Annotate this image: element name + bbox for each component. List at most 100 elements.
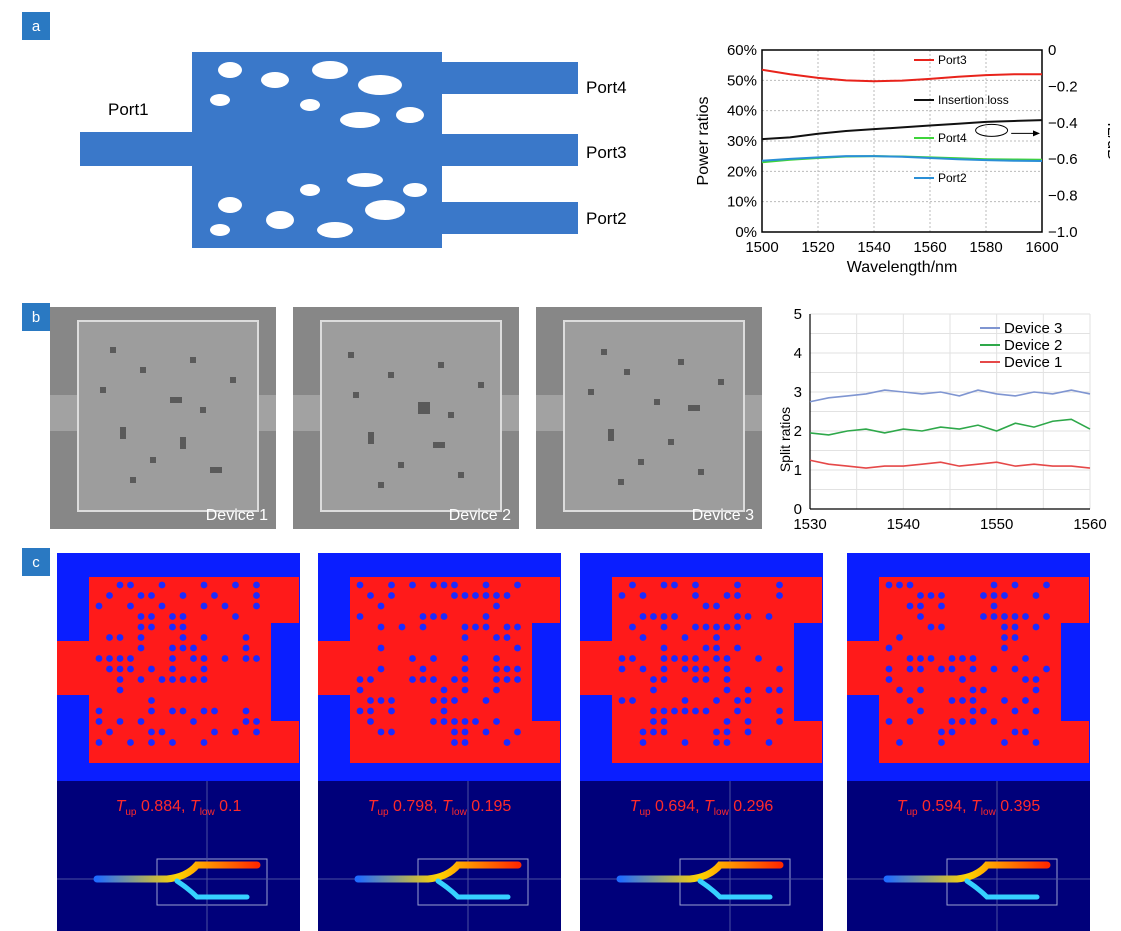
- y-tick-label: 4: [794, 345, 802, 362]
- hole: [692, 676, 699, 683]
- hole: [409, 676, 416, 683]
- hole: [702, 644, 710, 652]
- hole: [253, 655, 260, 662]
- hole: [377, 728, 385, 736]
- x-tick-label: 1540: [857, 239, 890, 256]
- hole: [461, 592, 469, 599]
- hole: [1022, 728, 1029, 736]
- hole: [356, 707, 364, 715]
- hole: [681, 697, 689, 704]
- hole: [356, 581, 364, 589]
- hole: [660, 728, 668, 736]
- hole: [367, 718, 374, 725]
- hole: [461, 655, 469, 662]
- design-region: [879, 577, 1089, 763]
- hole: [137, 634, 145, 641]
- hole: [948, 728, 956, 736]
- hole: [419, 665, 427, 673]
- hole: [723, 592, 731, 599]
- hole: [242, 655, 250, 662]
- hole: [127, 655, 134, 662]
- sem-device-2-label: Device 2: [448, 507, 511, 524]
- hole: [948, 697, 956, 704]
- hole: [906, 718, 914, 725]
- hole: [232, 613, 239, 620]
- hole: [169, 655, 176, 662]
- hole: [377, 602, 385, 610]
- upper-beam: [883, 861, 1051, 883]
- design-region: [89, 577, 299, 763]
- hole: [938, 592, 945, 599]
- hole: [980, 707, 987, 715]
- sim-1-field-svg: [57, 781, 300, 931]
- hole: [514, 581, 521, 589]
- hole: [430, 697, 437, 704]
- hole: [127, 602, 134, 610]
- hole: [660, 665, 668, 673]
- hole: [948, 665, 956, 673]
- hole: [660, 644, 668, 652]
- hole: [242, 634, 250, 641]
- hole: [734, 581, 741, 589]
- y-tick-label: 40%: [727, 103, 757, 120]
- hole: [723, 686, 731, 694]
- hole: [137, 676, 145, 683]
- hole: [461, 634, 469, 641]
- y2-tick-label: −0.4: [1048, 115, 1078, 132]
- hole: [179, 707, 187, 715]
- y-tick-label: 0%: [735, 224, 757, 241]
- hole: [253, 728, 260, 736]
- hole: [127, 739, 134, 746]
- hole: [660, 707, 668, 715]
- hole: [927, 592, 935, 599]
- hole: [503, 665, 511, 673]
- port1-waveguide: [80, 132, 198, 166]
- port4-label: Port4: [586, 78, 627, 97]
- hole: [948, 718, 956, 725]
- hole: [169, 707, 176, 715]
- hole: [990, 665, 998, 673]
- hole: [200, 739, 208, 746]
- power-ratio-chart: 1500 1520 1540 1560 1580 1600 0% 10% 20% 30% 40% 50…: [695, 42, 1110, 276]
- hole: [169, 644, 176, 652]
- hole: [211, 728, 218, 736]
- x-tick-label: 1580: [969, 239, 1002, 256]
- hole: [1001, 739, 1008, 746]
- hole: [681, 739, 689, 746]
- hole: [95, 739, 103, 746]
- hole: [242, 718, 250, 725]
- hole: [629, 623, 636, 631]
- y-tick-label: 0: [794, 501, 802, 518]
- sim-1-structure: [57, 553, 300, 781]
- hole: [116, 676, 124, 683]
- hole: [734, 623, 741, 631]
- hole: [1011, 665, 1019, 673]
- hole: [158, 676, 166, 683]
- hole: [232, 728, 239, 736]
- hole: [377, 644, 385, 652]
- hole: [671, 655, 678, 662]
- hole: [514, 728, 521, 736]
- hole: [116, 665, 124, 673]
- hole: [367, 676, 374, 683]
- hole: [440, 718, 448, 725]
- hole: [419, 623, 427, 631]
- x-tick-label: 1550: [980, 516, 1013, 533]
- plot-frame: [761, 49, 1043, 233]
- hole: [723, 728, 731, 736]
- hole: [493, 592, 500, 599]
- hole: [169, 665, 176, 673]
- hole: [451, 676, 458, 683]
- hole: [650, 728, 657, 736]
- hole: [713, 739, 720, 746]
- design-region: [192, 52, 442, 248]
- hole: [461, 739, 469, 746]
- hole: [451, 728, 458, 736]
- y2-tick-label: −0.6: [1048, 151, 1078, 168]
- output-gap: [1061, 623, 1090, 721]
- sim-3: Tup 0.694, Tlow 0.296: [580, 553, 823, 931]
- hole: [1011, 581, 1019, 589]
- hole: [137, 644, 145, 652]
- hole: [938, 665, 945, 673]
- hole: [461, 665, 469, 673]
